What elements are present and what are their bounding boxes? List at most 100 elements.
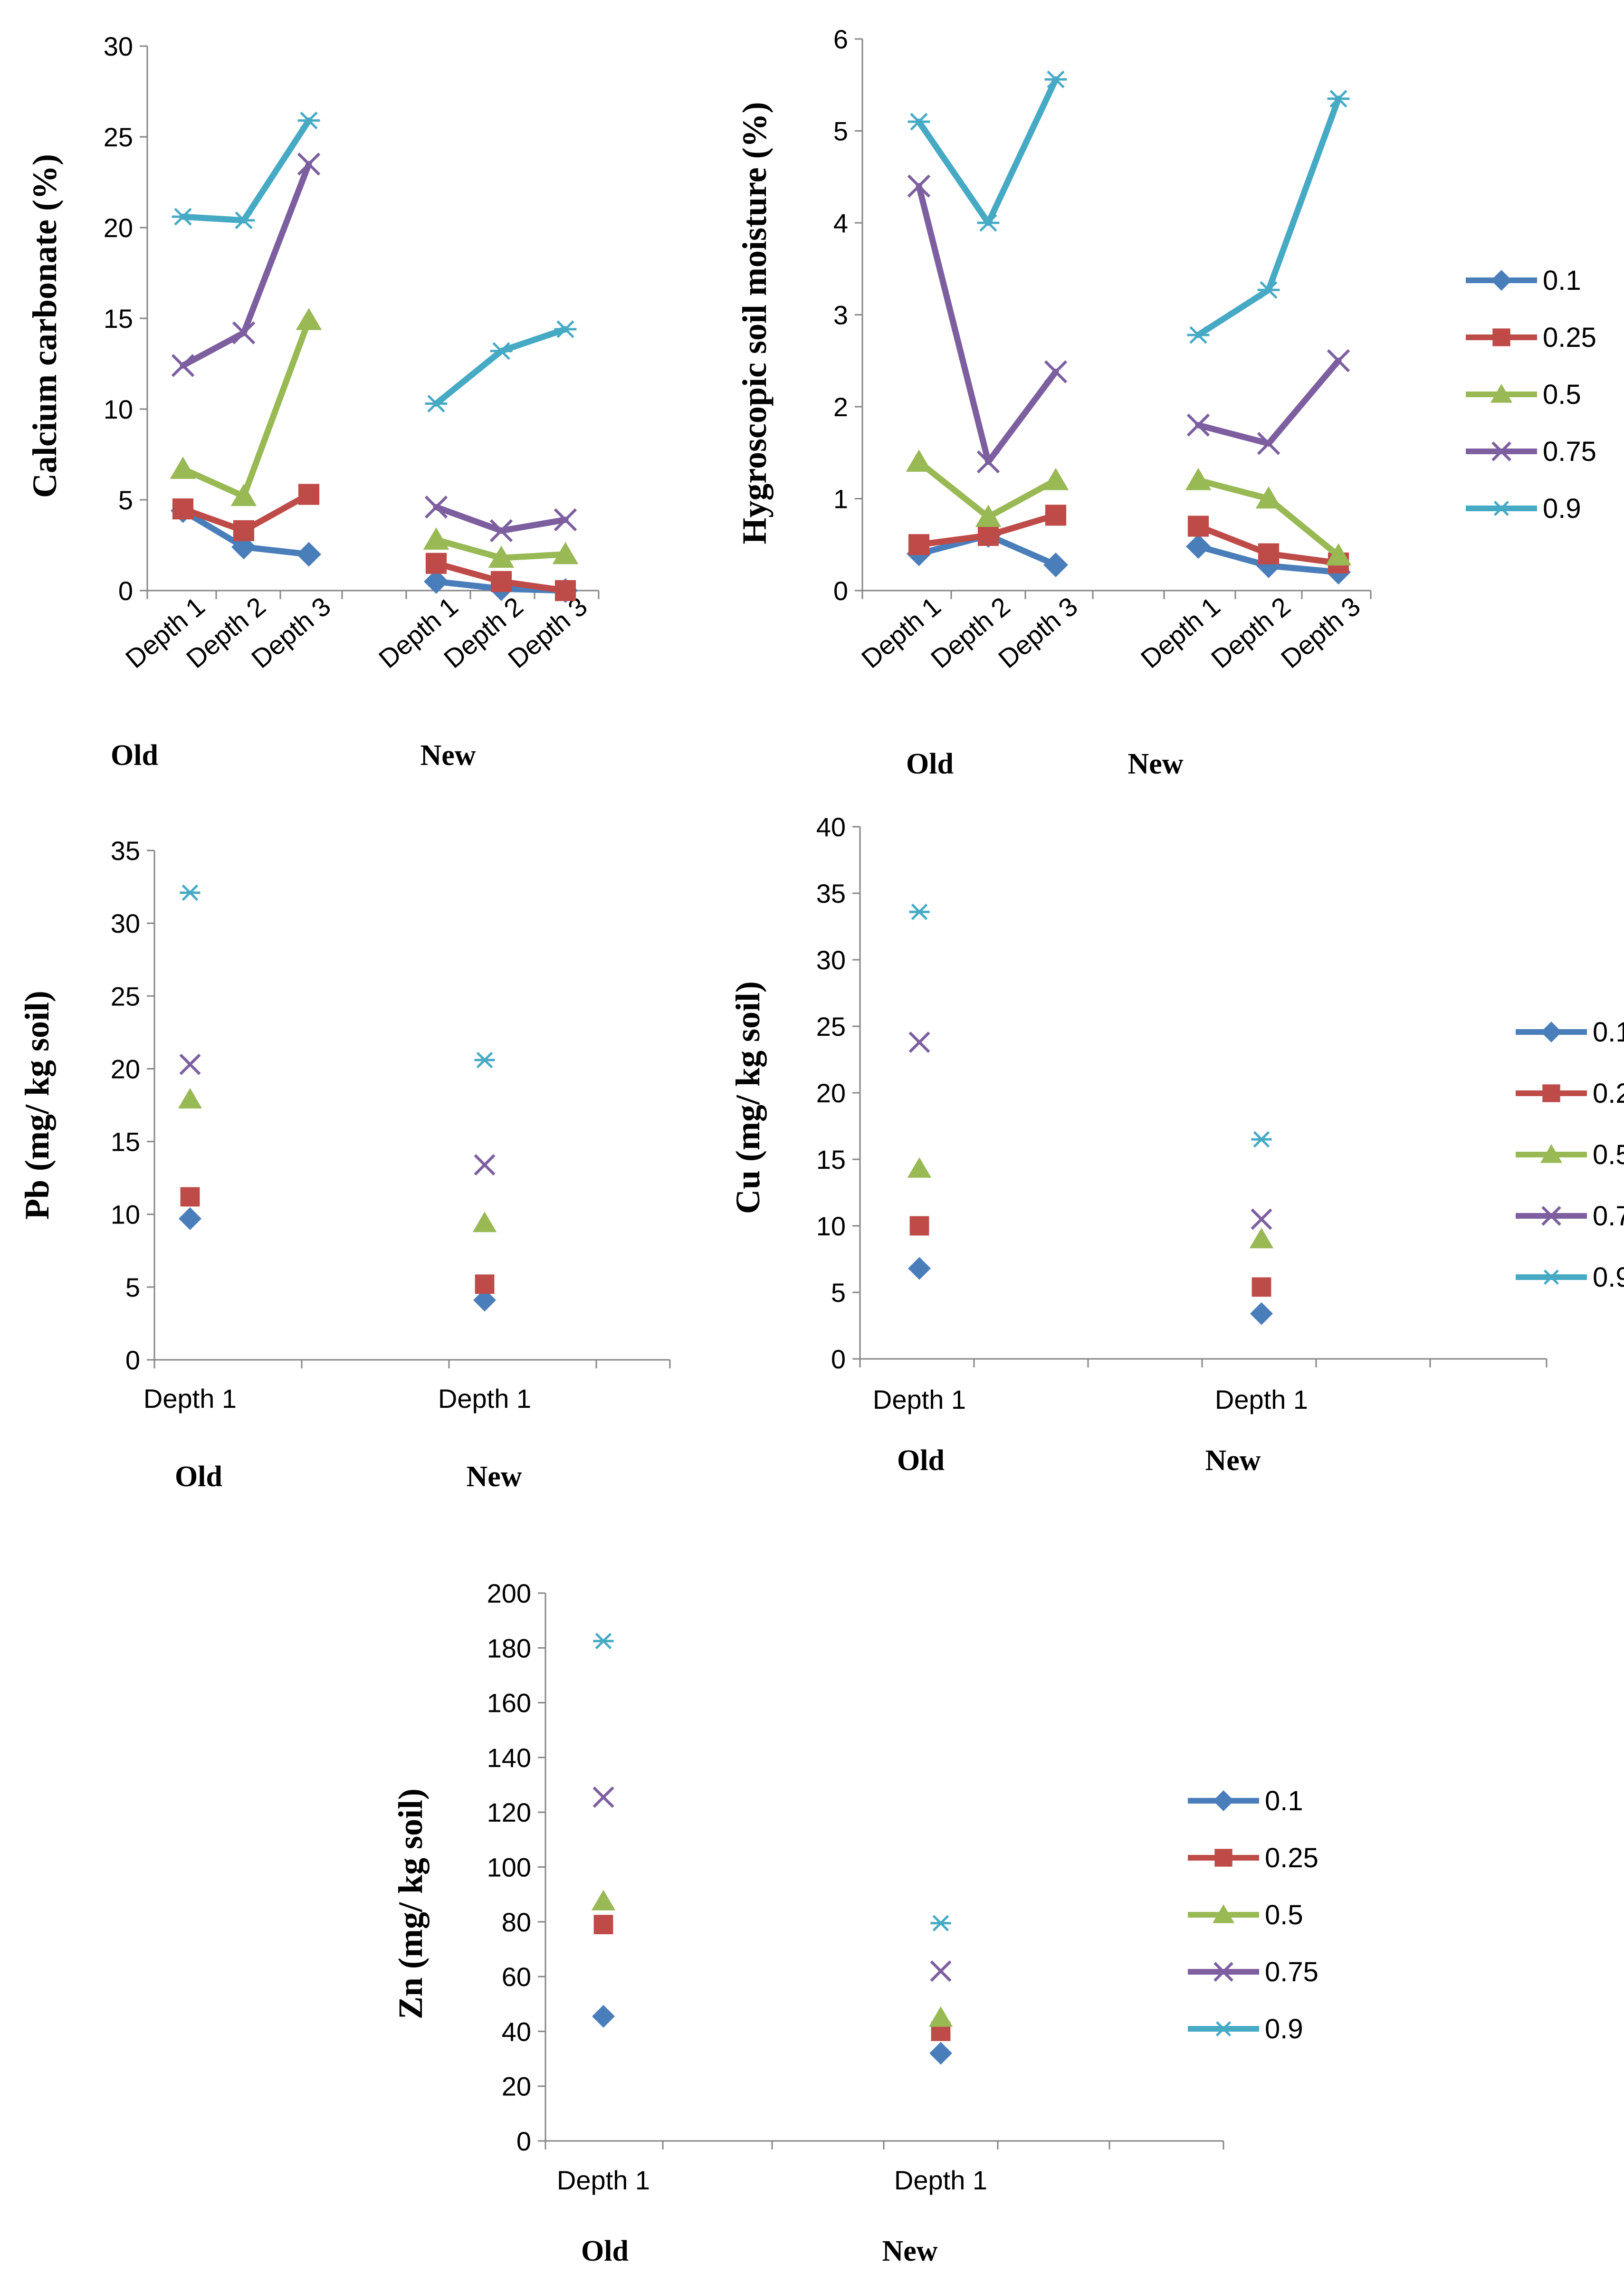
- data-point: [297, 153, 321, 176]
- data-point: [1255, 486, 1282, 509]
- y-axis-label: Hygroscopic soil moisture (%): [736, 102, 774, 544]
- series-0-5: [178, 1088, 497, 1232]
- y-tick-label: 30: [111, 908, 140, 938]
- data-point: [554, 508, 577, 532]
- y-tick-label: 180: [487, 1633, 531, 1663]
- series-line: [1195, 357, 1342, 447]
- data-point: [1249, 1228, 1274, 1249]
- plot-area: [907, 903, 1274, 1325]
- legend-label: 0.5: [1593, 1139, 1624, 1170]
- data-point: [474, 1051, 495, 1069]
- data-point: [1187, 326, 1210, 344]
- y-tick-label: 30: [104, 31, 133, 61]
- y-tick-label: 15: [104, 304, 133, 334]
- axes: [855, 38, 1372, 599]
- legend-label: 0.25: [1265, 1843, 1318, 1873]
- chart-zn: Zn (mg/ kg soil) 0 20 40 60 80 100 120 140 160 18…: [392, 1578, 1318, 2267]
- data-point: [425, 553, 447, 574]
- data-point: [908, 1257, 931, 1280]
- legend-label: 0.25: [1543, 322, 1596, 353]
- y-axis-label: Pb (mg/ kg soil): [18, 991, 56, 1220]
- series-0-75: [907, 174, 1350, 474]
- plot-area: [906, 70, 1352, 585]
- y-tick-label: 4: [833, 208, 848, 238]
- data-point: [172, 208, 194, 226]
- series-0-25: [908, 505, 1349, 574]
- legend-entry: 0.1: [1188, 1786, 1303, 1816]
- data-point: [489, 519, 513, 543]
- y-tick-label: 25: [111, 981, 140, 1011]
- y-tick-label: 35: [816, 879, 846, 908]
- series-0-5: [906, 449, 1352, 566]
- y-tick-label: 15: [816, 1145, 846, 1175]
- series-0-25: [180, 1187, 495, 1294]
- y-tick-label: 2: [833, 392, 848, 422]
- y-tick-label: 5: [118, 485, 133, 515]
- legend-label: 0.1: [1265, 1786, 1303, 1816]
- plot-area: [591, 1633, 953, 2065]
- group-label-new: New: [466, 1461, 522, 1493]
- legend-marker: [1542, 1084, 1560, 1102]
- x-tick-label: Depth 1: [1215, 1385, 1308, 1414]
- y-tick-label: 20: [816, 1078, 846, 1108]
- data-point: [1044, 70, 1067, 88]
- data-point: [1186, 413, 1210, 437]
- legend-marker: [1214, 2021, 1233, 2037]
- legend-entry: 0.75: [1516, 1201, 1624, 1232]
- data-point: [975, 505, 1002, 527]
- legend-entry: 0.1: [1516, 1017, 1624, 1048]
- x-tick-label: Depth 1: [873, 1385, 966, 1414]
- legend-label: 0.75: [1265, 1957, 1318, 1987]
- legend-marker: [1212, 1904, 1235, 1923]
- data-point: [230, 484, 257, 506]
- data-point: [1251, 1208, 1272, 1230]
- data-point: [473, 1289, 496, 1312]
- data-point: [592, 2005, 615, 2028]
- series-line: [916, 76, 1059, 226]
- data-point: [929, 2042, 952, 2065]
- legend-label: 0.1: [1543, 265, 1581, 296]
- y-tick-label: 140: [487, 1743, 531, 1773]
- series-0-9: [180, 884, 495, 1069]
- series-0-25: [593, 1915, 951, 2041]
- legend-label: 0.25: [1593, 1078, 1624, 1109]
- group-label-old: Old: [897, 1444, 945, 1477]
- y-tick-label: 1: [833, 484, 848, 514]
- data-point: [977, 525, 999, 546]
- series-0-75: [179, 1053, 496, 1176]
- y-tick-label: 0: [516, 2126, 531, 2156]
- y-tick-label: 40: [816, 812, 846, 842]
- legend-marker: [1490, 384, 1513, 403]
- data-point: [909, 1216, 929, 1236]
- y-tick-label: 25: [816, 1012, 846, 1041]
- legend-marker: [1492, 328, 1510, 346]
- axes: [852, 826, 1548, 1367]
- data-point: [1185, 468, 1212, 490]
- data-point: [170, 457, 196, 479]
- x-tick-label: Depth 1: [894, 2165, 987, 2195]
- y-tick-label: 0: [833, 576, 848, 606]
- series-line: [916, 183, 1059, 465]
- y-tick-label: 200: [487, 1578, 531, 1608]
- data-point: [552, 542, 579, 564]
- y-tick-labels: 0 1 2 3 4 5 6: [833, 24, 848, 606]
- plot-area: [178, 884, 497, 1312]
- data-point: [178, 1088, 202, 1108]
- data-point: [490, 571, 512, 592]
- data-point: [1325, 543, 1352, 566]
- series-0-5: [591, 1890, 953, 2027]
- data-point: [593, 1915, 613, 1934]
- group-label-new: New: [882, 2235, 937, 2267]
- data-point: [1250, 1302, 1273, 1325]
- data-point: [180, 1187, 200, 1207]
- y-tick-label: 120: [487, 1797, 531, 1827]
- legend-entry: 0.9: [1516, 1262, 1624, 1293]
- x-tick-label: Depth 1: [438, 1384, 531, 1414]
- series-0-75: [908, 1032, 1272, 1230]
- data-point: [1327, 349, 1350, 373]
- legend-label: 0.5: [1265, 1900, 1303, 1930]
- group-label-old: Old: [111, 739, 158, 772]
- x-tick-label: Depth 1: [1135, 591, 1226, 674]
